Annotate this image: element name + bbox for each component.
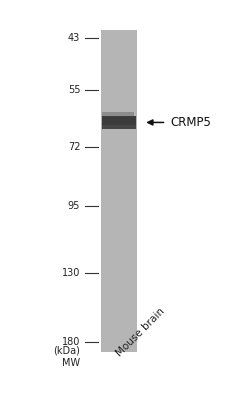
Text: 180: 180 <box>62 337 80 347</box>
Text: MW: MW <box>62 358 80 368</box>
Text: (kDa): (kDa) <box>53 345 80 355</box>
Text: 55: 55 <box>68 85 80 95</box>
Text: 130: 130 <box>62 268 80 278</box>
Text: CRMP5: CRMP5 <box>170 116 211 129</box>
Text: 95: 95 <box>68 201 80 211</box>
Bar <box>102 112 134 117</box>
Bar <box>101 30 137 352</box>
Bar <box>102 116 136 129</box>
Text: 72: 72 <box>68 142 80 152</box>
Bar <box>102 125 136 129</box>
Text: 43: 43 <box>68 33 80 43</box>
Text: Mouse brain: Mouse brain <box>114 306 167 358</box>
